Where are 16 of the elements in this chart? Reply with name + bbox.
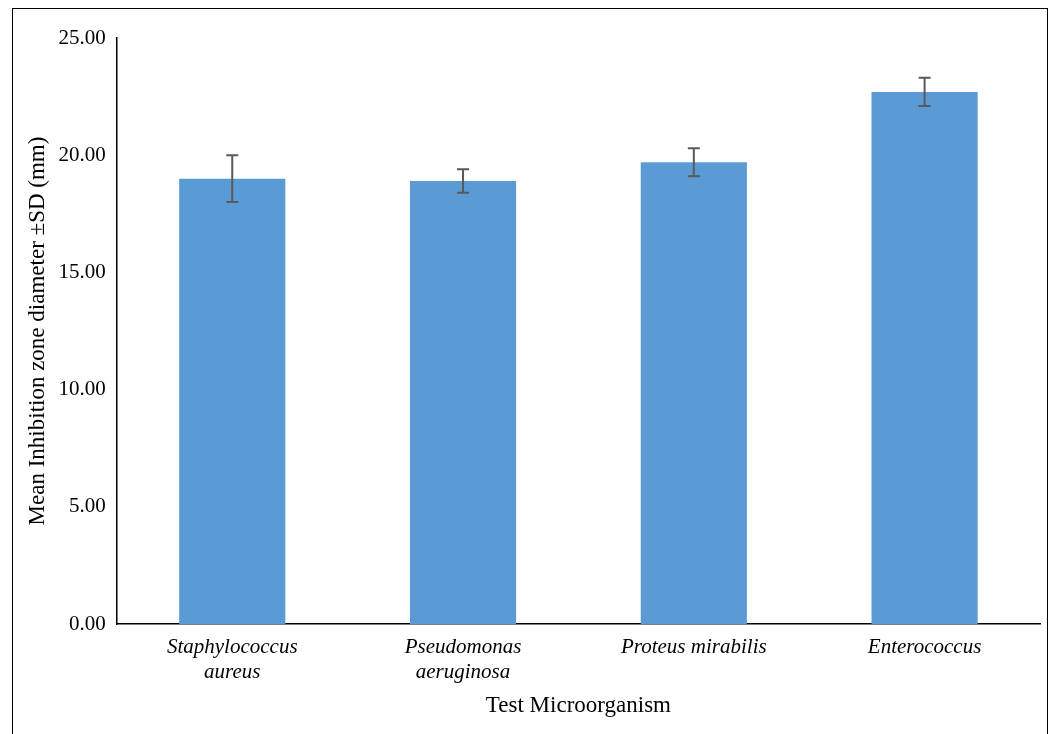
x-axis-title: Test Microorganism	[485, 692, 672, 718]
y-tick-label: 5.00	[69, 493, 106, 518]
bar	[871, 91, 978, 624]
bar	[640, 162, 747, 624]
x-tick-label: Staphylococcus aureus	[166, 634, 298, 684]
y-tick-label: 25.00	[58, 24, 106, 49]
y-tick-label: 20.00	[58, 141, 106, 166]
y-tick-label: 0.00	[69, 610, 106, 635]
x-tick-label: Proteus mirabilis	[619, 634, 767, 659]
x-tick-label: Pseudomonas aeruginosa	[403, 634, 522, 684]
y-tick-label: 15.00	[58, 258, 106, 283]
bar	[179, 178, 286, 624]
y-tick-label: 10.00	[58, 376, 106, 401]
bar	[409, 180, 517, 624]
x-tick-label: Enterococcus	[866, 634, 982, 659]
y-axis-title: Mean Inhibition zone diameter ±SD (mm)	[23, 136, 49, 526]
